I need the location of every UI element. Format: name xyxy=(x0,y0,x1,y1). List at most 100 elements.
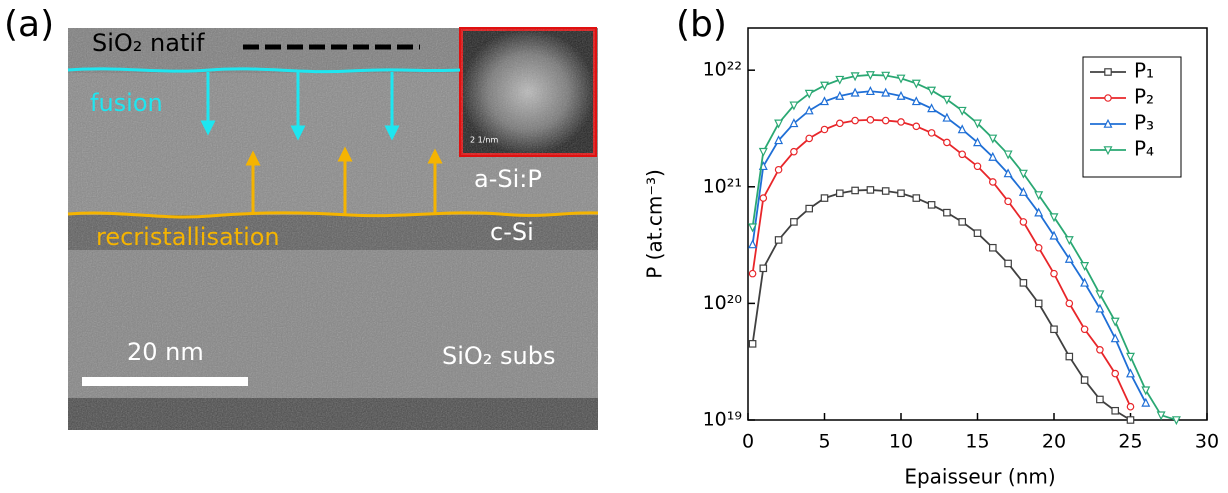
data-point xyxy=(1049,230,1059,240)
data-point xyxy=(1095,303,1105,313)
legend-marker xyxy=(1104,68,1112,76)
data-point xyxy=(1111,369,1120,378)
data-point xyxy=(927,86,937,96)
series-line xyxy=(751,189,1131,421)
data-point xyxy=(1080,262,1090,272)
data-point xyxy=(881,87,891,97)
data-point xyxy=(758,147,768,157)
data-point xyxy=(1141,386,1151,396)
data-point xyxy=(820,125,829,134)
data-point xyxy=(943,208,951,217)
data-point xyxy=(1064,236,1074,246)
data-point xyxy=(1049,213,1059,223)
y-tick-label: 10¹⁹ xyxy=(703,409,742,431)
legend-label: P₄ xyxy=(1134,137,1154,161)
data-point xyxy=(1019,218,1028,226)
data-point xyxy=(835,119,844,128)
data-point xyxy=(1111,406,1120,415)
data-point xyxy=(748,239,758,249)
data-point xyxy=(973,229,982,237)
x-tick-label: 25 xyxy=(1118,431,1142,453)
data-point xyxy=(943,138,951,147)
data-point xyxy=(1080,277,1090,287)
data-point xyxy=(1171,416,1181,426)
data-point xyxy=(1110,333,1120,343)
data-point xyxy=(804,105,814,115)
x-tick-label: 5 xyxy=(818,431,830,453)
data-point xyxy=(790,218,798,226)
data-point xyxy=(1050,269,1058,278)
data-point xyxy=(912,122,921,131)
data-point xyxy=(988,151,998,161)
data-point xyxy=(1141,397,1151,407)
data-point xyxy=(973,162,982,171)
data-point xyxy=(911,79,921,89)
data-point xyxy=(759,264,768,273)
inset-scale-label: 2 1/nm xyxy=(470,136,498,145)
data-point xyxy=(1095,290,1105,300)
data-point xyxy=(774,236,783,244)
data-point xyxy=(897,189,905,198)
x-tick-label: 10 xyxy=(889,431,913,453)
data-point xyxy=(988,134,998,144)
data-point xyxy=(881,116,890,125)
y-tick-label: 10²² xyxy=(703,59,742,81)
tem-image xyxy=(67,27,599,430)
data-point xyxy=(820,96,829,106)
data-point xyxy=(1003,150,1013,160)
legend-label: P₁ xyxy=(1134,59,1154,83)
data-point xyxy=(1156,411,1166,421)
data-point xyxy=(835,75,845,85)
data-point xyxy=(973,137,982,147)
data-point xyxy=(835,90,845,100)
substrate-label: SiO₂ subs xyxy=(442,342,556,370)
data-point xyxy=(748,223,758,233)
data-point xyxy=(1096,345,1104,354)
melt-label: fusion xyxy=(90,89,163,117)
panel-label: (a) xyxy=(4,4,54,45)
amorphous-label: a-Si:P xyxy=(474,165,542,193)
x-tick-label: 30 xyxy=(1195,431,1219,453)
legend-label: P₂ xyxy=(1134,85,1154,109)
data-point xyxy=(1064,253,1074,263)
data-point xyxy=(942,95,952,105)
data-point xyxy=(927,201,936,209)
data-point xyxy=(957,124,967,134)
data-point xyxy=(1003,168,1013,178)
data-point xyxy=(866,116,875,124)
data-point xyxy=(774,135,784,145)
data-point xyxy=(988,243,997,252)
data-point xyxy=(911,96,921,106)
data-point xyxy=(865,71,875,81)
panel-label: (b) xyxy=(676,4,727,45)
x-tick-label: 20 xyxy=(1042,431,1066,453)
legend-marker xyxy=(1104,94,1112,102)
data-point xyxy=(927,103,937,113)
data-point xyxy=(942,112,952,122)
data-point xyxy=(865,86,875,96)
data-point xyxy=(973,119,982,129)
data-point xyxy=(835,189,844,198)
y-tick-label: 10²⁰ xyxy=(703,292,742,314)
data-point xyxy=(1096,395,1104,404)
data-point xyxy=(1080,325,1089,334)
x-axis-label: Epaisseur (nm) xyxy=(904,465,1055,489)
data-point xyxy=(850,72,860,82)
y-tick-label: 10²¹ xyxy=(703,175,742,197)
crystal-label: c-Si xyxy=(490,218,534,246)
data-point xyxy=(1034,207,1044,217)
data-point xyxy=(958,218,967,226)
data-point xyxy=(1034,243,1043,252)
data-point xyxy=(1018,186,1028,196)
data-point xyxy=(1065,299,1074,308)
data-point xyxy=(1019,279,1028,287)
data-point xyxy=(1018,169,1028,179)
data-point xyxy=(927,129,936,137)
data-point xyxy=(789,118,799,128)
data-point xyxy=(1126,416,1135,424)
data-point xyxy=(912,194,921,202)
data-point xyxy=(789,101,799,111)
data-point xyxy=(1065,352,1074,361)
recrystallisation-label: recristallisation xyxy=(96,223,280,251)
data-point xyxy=(881,71,891,81)
